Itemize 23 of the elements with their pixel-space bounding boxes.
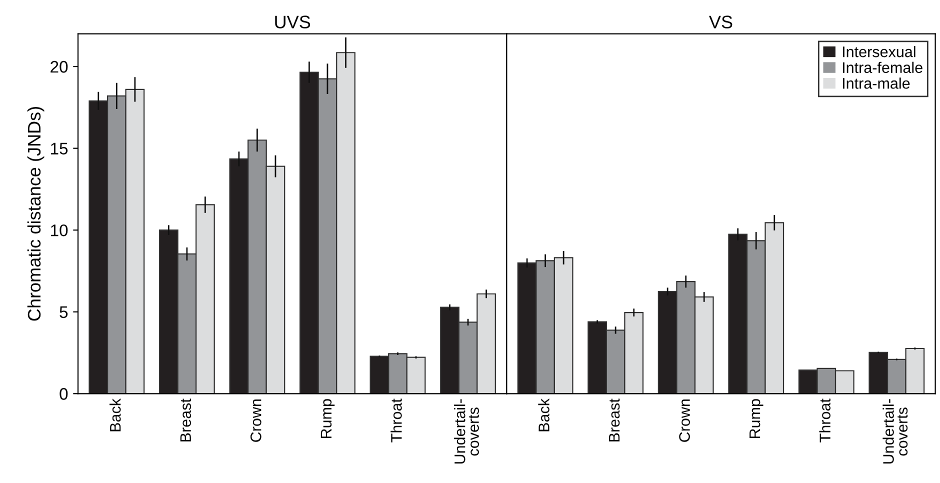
- y-tick-label: 0: [60, 388, 68, 400]
- chart-title: VS: [709, 16, 732, 28]
- x-tick-label: Breast: [609, 398, 620, 442]
- x-tick-label: Crown: [679, 399, 690, 442]
- x-tick-label: Rump: [320, 399, 335, 438]
- legend-label: Intersexual: [842, 46, 916, 58]
- x-tick-label: Throat: [390, 398, 402, 442]
- x-tick-label: Breast: [180, 398, 192, 442]
- x-tick-label: Rump: [750, 399, 764, 438]
- x-tick-label: Undertail- coverts: [454, 399, 479, 464]
- x-tick-label: Crown: [250, 399, 262, 442]
- y-axis-title: Chromatic distance (JNDs): [27, 106, 44, 321]
- x-tick-label: Back: [538, 398, 550, 432]
- x-tick-label: Undertail- coverts: [882, 399, 908, 464]
- chart-title: UVS: [275, 16, 310, 28]
- x-tick-label: Throat: [819, 398, 830, 442]
- legend-label: Intra-female: [842, 62, 922, 74]
- y-tick-label: 15: [51, 142, 68, 155]
- y-tick-label: 10: [51, 224, 68, 236]
- y-tick-label: 20: [50, 60, 68, 73]
- y-tick-label: 5: [60, 306, 68, 318]
- legend-label: Intra-male: [842, 78, 910, 89]
- x-tick-label: Back: [110, 398, 121, 432]
